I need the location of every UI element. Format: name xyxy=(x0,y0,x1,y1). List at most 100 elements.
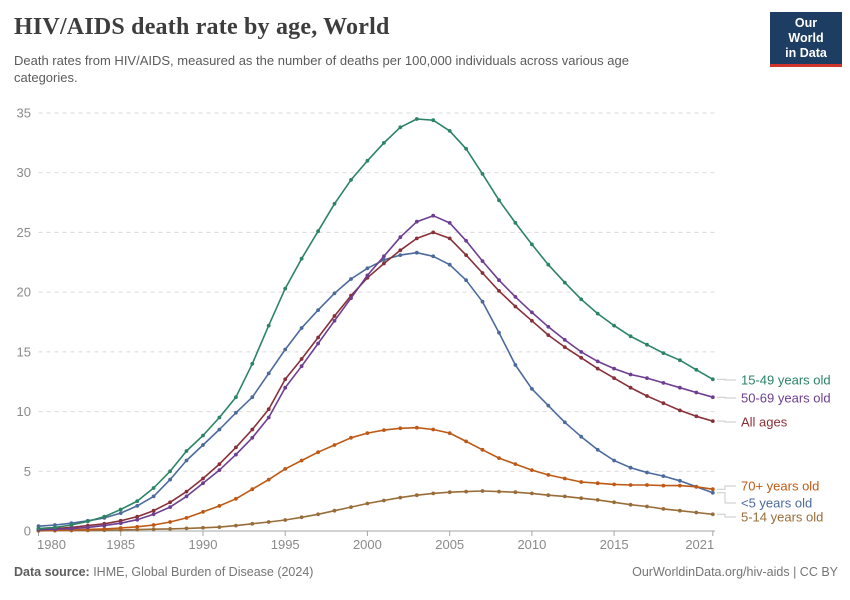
data-point[interactable] xyxy=(135,517,140,522)
data-point[interactable] xyxy=(250,521,255,526)
data-point[interactable] xyxy=(382,258,386,262)
data-point[interactable] xyxy=(184,516,189,520)
data-point[interactable] xyxy=(414,425,419,430)
data-point[interactable] xyxy=(250,395,255,400)
data-point[interactable] xyxy=(661,474,666,478)
data-point[interactable] xyxy=(151,486,156,490)
data-point[interactable] xyxy=(710,377,715,382)
data-point[interactable] xyxy=(266,407,271,412)
data-point[interactable] xyxy=(349,178,353,182)
data-point[interactable] xyxy=(530,242,534,247)
data-point[interactable] xyxy=(168,477,173,482)
data-point[interactable] xyxy=(464,253,468,257)
data-point[interactable] xyxy=(135,524,140,529)
data-point[interactable] xyxy=(595,311,600,316)
data-point[interactable] xyxy=(447,221,452,225)
data-point[interactable] xyxy=(513,304,518,309)
data-point[interactable] xyxy=(710,490,715,495)
data-point[interactable] xyxy=(546,333,551,337)
data-point[interactable] xyxy=(628,372,633,377)
data-point[interactable] xyxy=(645,394,649,398)
data-point[interactable] xyxy=(628,502,633,507)
data-point[interactable] xyxy=(266,415,271,420)
data-point[interactable] xyxy=(645,504,649,509)
data-point[interactable] xyxy=(316,308,320,312)
data-point[interactable] xyxy=(464,439,468,444)
data-point[interactable] xyxy=(53,525,57,530)
data-point[interactable] xyxy=(645,483,649,487)
data-point[interactable] xyxy=(299,364,304,369)
data-point[interactable] xyxy=(168,520,173,524)
series-line[interactable] xyxy=(38,118,714,530)
data-point[interactable] xyxy=(579,297,584,302)
data-point[interactable] xyxy=(250,435,255,440)
data-point[interactable] xyxy=(480,489,485,493)
data-point[interactable] xyxy=(217,468,222,472)
data-point[interactable] xyxy=(349,435,353,440)
data-point[interactable] xyxy=(102,514,107,519)
data-point[interactable] xyxy=(201,481,205,486)
data-point[interactable] xyxy=(250,361,255,366)
data-point[interactable] xyxy=(201,510,205,514)
data-point[interactable] xyxy=(85,519,90,524)
data-point[interactable] xyxy=(234,445,238,450)
data-point[interactable] xyxy=(168,469,173,474)
series-50-69-years-old[interactable]: 50-69 years old xyxy=(36,213,831,532)
data-point[interactable] xyxy=(678,358,682,363)
data-point[interactable] xyxy=(431,118,436,123)
data-point[interactable] xyxy=(349,505,353,509)
data-point[interactable] xyxy=(184,494,189,499)
data-point[interactable] xyxy=(36,526,41,531)
data-point[interactable] xyxy=(645,470,649,475)
data-point[interactable] xyxy=(266,371,271,376)
data-point[interactable] xyxy=(480,259,485,263)
data-point[interactable] xyxy=(151,527,156,532)
data-point[interactable] xyxy=(299,326,304,330)
series-line[interactable] xyxy=(38,214,714,531)
data-point[interactable] xyxy=(349,277,353,281)
data-point[interactable] xyxy=(398,125,403,130)
data-point[interactable] xyxy=(431,254,436,259)
data-point[interactable] xyxy=(710,487,715,492)
data-point[interactable] xyxy=(184,526,189,531)
data-point[interactable] xyxy=(480,299,485,304)
data-point[interactable] xyxy=(694,414,699,419)
data-point[interactable] xyxy=(645,376,649,380)
data-point[interactable] xyxy=(151,523,156,527)
data-point[interactable] xyxy=(480,172,485,176)
data-point[interactable] xyxy=(710,512,715,517)
data-point[interactable] xyxy=(678,478,682,483)
data-point[interactable] xyxy=(316,450,320,455)
data-point[interactable] xyxy=(135,514,140,519)
data-point[interactable] xyxy=(217,504,222,508)
data-point[interactable] xyxy=(365,501,370,506)
data-point[interactable] xyxy=(447,236,452,241)
credit-link[interactable]: OurWorldinData.org/hiv-aids | CC BY xyxy=(632,565,838,579)
data-point[interactable] xyxy=(694,367,699,372)
data-point[interactable] xyxy=(365,273,370,278)
legend-label-5-14-years-old[interactable]: 5-14 years old xyxy=(741,510,823,525)
data-point[interactable] xyxy=(530,491,534,496)
data-point[interactable] xyxy=(283,518,288,522)
data-point[interactable] xyxy=(628,334,633,339)
data-point[interactable] xyxy=(102,523,107,528)
series-5-14-years-old[interactable]: 5-14 years old xyxy=(36,489,824,533)
data-point[interactable] xyxy=(431,230,436,235)
data-point[interactable] xyxy=(217,462,222,466)
data-point[interactable] xyxy=(464,489,468,494)
data-point[interactable] xyxy=(447,490,452,495)
data-point[interactable] xyxy=(497,278,501,283)
data-point[interactable] xyxy=(151,494,156,499)
data-point[interactable] xyxy=(464,278,468,283)
data-point[interactable] xyxy=(365,158,370,163)
data-point[interactable] xyxy=(497,489,501,494)
data-point[interactable] xyxy=(678,483,682,488)
data-point[interactable] xyxy=(513,363,518,367)
data-point[interactable] xyxy=(299,458,304,463)
data-point[interactable] xyxy=(562,476,567,481)
data-point[interactable] xyxy=(349,296,353,300)
data-point[interactable] xyxy=(530,468,534,472)
data-point[interactable] xyxy=(546,493,551,498)
data-point[interactable] xyxy=(217,427,222,432)
data-point[interactable] xyxy=(414,236,419,241)
